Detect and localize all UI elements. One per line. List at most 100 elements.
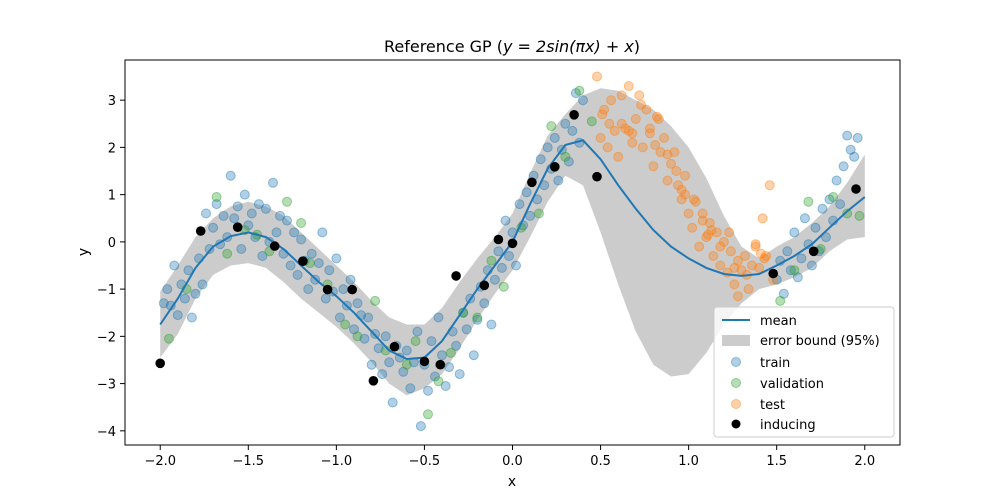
- test-point: [733, 291, 743, 302]
- test-point: [595, 132, 606, 143]
- train-point: [810, 222, 821, 233]
- test-point: [715, 241, 726, 252]
- train-point: [785, 265, 796, 276]
- validation-point: [164, 333, 174, 344]
- test-point: [690, 196, 701, 207]
- train-point: [792, 272, 803, 283]
- x-axis: −2.0 −1.5 −1.0 −0.5 0.0 0.5 1.0 1.5 2.0: [144, 445, 875, 469]
- test-point: [750, 239, 761, 250]
- test-point: [627, 137, 638, 148]
- train-point: [563, 156, 574, 167]
- train-point: [197, 279, 208, 290]
- train-point: [345, 274, 356, 285]
- train-point: [782, 246, 793, 257]
- legend-validation-label: validation: [760, 377, 824, 392]
- test-point: [680, 170, 691, 181]
- train-point: [225, 170, 236, 181]
- train-point: [246, 208, 257, 219]
- test-point: [669, 147, 680, 158]
- inducing-point: [435, 359, 446, 370]
- train-point: [542, 142, 553, 153]
- validation-point: [854, 210, 865, 221]
- train-point: [352, 298, 363, 309]
- train-point: [317, 227, 328, 238]
- train-point: [796, 253, 807, 264]
- test-point: [627, 128, 638, 139]
- train-point: [282, 215, 292, 226]
- validation-point: [498, 281, 509, 292]
- validation-point: [775, 295, 786, 306]
- train-point: [433, 312, 444, 323]
- inducing-point: [507, 238, 518, 249]
- train-point: [387, 397, 398, 408]
- test-point: [715, 260, 726, 271]
- test-point: [606, 95, 617, 106]
- test-point: [729, 262, 740, 273]
- test-point: [703, 229, 713, 240]
- train-point: [824, 194, 835, 205]
- train-point: [260, 203, 271, 214]
- train-point: [373, 343, 384, 354]
- inducing-point: [322, 284, 333, 295]
- y-tick-label: 1: [108, 189, 116, 204]
- x-tick-label: 2.0: [854, 454, 875, 469]
- legend-train-swatch: [731, 357, 741, 367]
- validation-point: [828, 192, 839, 202]
- validation-point: [803, 196, 814, 207]
- x-tick-label: −1.5: [233, 454, 265, 469]
- train-point: [218, 210, 229, 221]
- test-point: [644, 128, 655, 139]
- train-point: [243, 220, 254, 231]
- validation-point: [410, 336, 421, 347]
- inducing-point: [347, 284, 358, 295]
- train-point: [789, 227, 800, 238]
- test-point: [733, 255, 743, 266]
- inducing-point: [195, 226, 206, 236]
- y-tick-label: −3: [97, 378, 116, 393]
- test-point: [736, 265, 747, 276]
- test-point: [662, 175, 673, 186]
- test-point: [754, 262, 765, 273]
- train-point: [570, 88, 581, 99]
- test-point: [711, 227, 722, 238]
- test-point: [613, 151, 624, 162]
- train-point: [778, 288, 789, 299]
- train-point: [578, 95, 588, 106]
- inducing-point: [550, 162, 560, 172]
- train-point: [511, 260, 521, 271]
- test-point: [706, 225, 717, 236]
- test-point: [623, 81, 634, 91]
- scatter-layer: [158, 71, 865, 432]
- train-point: [257, 251, 268, 261]
- legend-band-swatch: [722, 335, 750, 346]
- test-point: [694, 241, 705, 252]
- train-point: [239, 189, 250, 200]
- train-point: [461, 324, 472, 335]
- train-point: [253, 199, 264, 210]
- test-point: [636, 99, 647, 110]
- train-point: [183, 265, 194, 276]
- validation-point: [370, 295, 381, 306]
- train-point: [500, 215, 511, 226]
- test-point: [708, 251, 719, 261]
- train-point: [468, 350, 479, 361]
- test-point: [637, 142, 648, 153]
- validation-point: [574, 85, 585, 96]
- test-point: [662, 149, 673, 160]
- validation-point: [282, 196, 292, 207]
- x-tick-label: −1.0: [321, 454, 353, 469]
- train-point: [271, 227, 282, 238]
- train-point: [331, 253, 342, 264]
- test-point: [718, 236, 729, 247]
- validation-point: [401, 359, 412, 370]
- train-point: [444, 362, 455, 373]
- train-point: [496, 262, 507, 273]
- train-point: [405, 383, 416, 394]
- train-point: [401, 345, 412, 356]
- train-point: [842, 130, 853, 141]
- test-point: [697, 208, 708, 219]
- train-point: [504, 251, 514, 261]
- test-point: [634, 90, 645, 101]
- test-point: [676, 194, 687, 205]
- train-point: [838, 161, 849, 172]
